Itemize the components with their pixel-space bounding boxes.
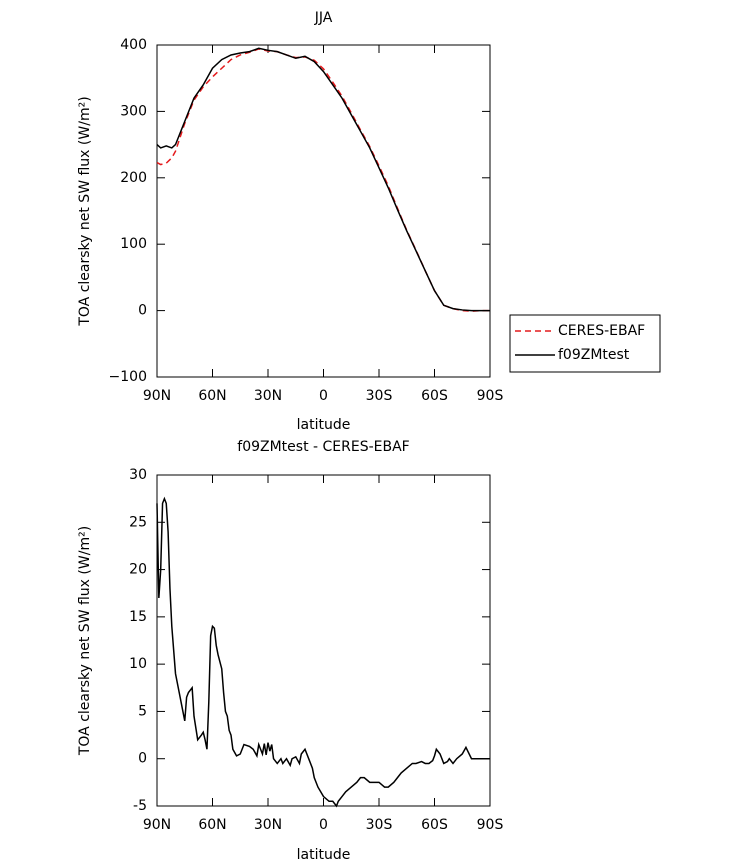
chart-title: JJA	[314, 10, 333, 26]
y-axis-label: TOA clearsky net SW flux (W/m²)	[77, 96, 93, 326]
series-line	[156, 496, 490, 808]
x-tick-label: 60N	[198, 388, 226, 404]
series-line	[156, 48, 490, 313]
y-tick-label: 5	[138, 703, 147, 719]
x-tick-label: 0	[319, 817, 328, 833]
y-tick-label: 100	[120, 236, 147, 252]
x-axis-label: latitude	[297, 417, 351, 433]
x-tick-label: 30N	[254, 817, 282, 833]
y-tick-label: -5	[133, 798, 147, 814]
x-tick-label: 0	[319, 388, 328, 404]
y-tick-label: −100	[109, 369, 147, 385]
legend-label: CERES-EBAF	[558, 323, 645, 339]
x-axis-label: latitude	[297, 847, 351, 863]
legend-label: f09ZMtest	[558, 347, 630, 363]
y-tick-label: 0	[138, 751, 147, 767]
x-tick-label: 90S	[477, 388, 504, 404]
series-line	[156, 47, 490, 312]
y-tick-label: 200	[120, 170, 147, 186]
y-tick-label: 0	[138, 303, 147, 319]
y-axis-label: TOA clearsky net SW flux (W/m²)	[77, 526, 93, 756]
x-tick-label: 60S	[421, 817, 448, 833]
plot-frame	[156, 474, 491, 807]
x-tick-label: 90N	[143, 388, 171, 404]
y-tick-label: 300	[120, 103, 147, 119]
y-tick-label: 15	[129, 609, 147, 625]
plot-frame	[156, 44, 491, 378]
x-tick-label: 30S	[366, 817, 393, 833]
x-tick-label: 90N	[143, 817, 171, 833]
x-tick-label: 60N	[198, 817, 226, 833]
y-tick-label: 20	[129, 562, 147, 578]
x-tick-label: 90S	[477, 817, 504, 833]
x-tick-label: 60S	[421, 388, 448, 404]
y-tick-label: 400	[120, 37, 147, 53]
chart-title: f09ZMtest - CERES-EBAF	[237, 439, 409, 455]
y-tick-label: 10	[129, 656, 147, 672]
y-tick-label: 30	[129, 467, 147, 483]
x-tick-label: 30N	[254, 388, 282, 404]
legend-box	[509, 314, 661, 373]
y-tick-label: 25	[129, 514, 147, 530]
x-tick-label: 30S	[366, 388, 393, 404]
